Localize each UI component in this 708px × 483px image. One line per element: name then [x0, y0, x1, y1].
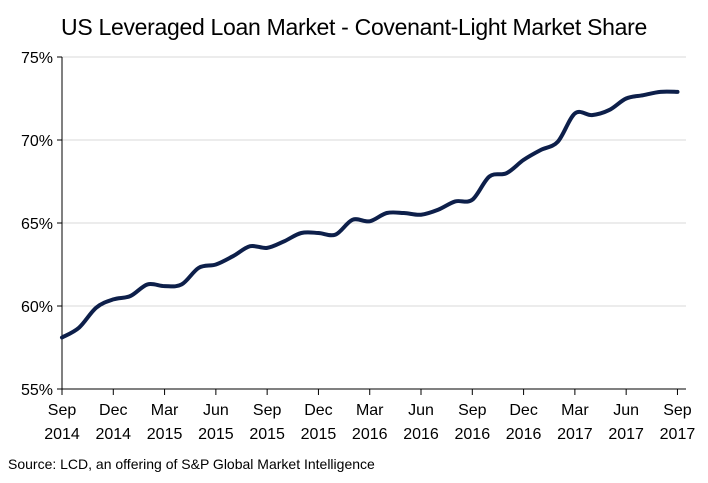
- y-tick-label: 75%: [21, 50, 53, 67]
- x-tick-label-year: 2014: [44, 426, 80, 443]
- x-tick-label-month: Jun: [203, 402, 229, 419]
- x-tick-label-month: Sep: [458, 402, 487, 419]
- x-tick-label-month: Dec: [99, 402, 127, 419]
- source-note: Source: LCD, an offering of S&P Global M…: [8, 456, 375, 472]
- data-point: [198, 267, 199, 268]
- y-tick-label: 55%: [21, 382, 53, 399]
- data-point: [455, 201, 456, 202]
- chart-title: US Leveraged Loan Market - Covenant-Ligh…: [61, 14, 647, 40]
- data-point: [386, 213, 387, 214]
- x-tick-label-year: 2016: [455, 426, 491, 443]
- data-point: [147, 284, 148, 285]
- data-point: [301, 233, 302, 234]
- data-point: [96, 307, 97, 308]
- x-tick-label-month: Mar: [356, 402, 384, 419]
- x-tick-label-month: Dec: [509, 402, 537, 419]
- x-tick-label-year: 2016: [506, 426, 542, 443]
- data-point: [318, 233, 319, 234]
- data-point: [421, 214, 422, 215]
- series-layer: [60, 89, 680, 340]
- data-point: [489, 176, 490, 177]
- data-point: [472, 199, 473, 200]
- data-point: [250, 246, 251, 247]
- data-point: [369, 221, 370, 222]
- data-point: [438, 209, 439, 210]
- x-tick-label-year: 2015: [301, 426, 337, 443]
- data-point: [79, 327, 80, 328]
- x-tick-label-month: Sep: [253, 402, 282, 419]
- data-point: [557, 141, 558, 142]
- y-tick-label: 65%: [21, 216, 53, 233]
- data-point: [164, 286, 165, 287]
- x-tick-label-month: Jun: [408, 402, 434, 419]
- x-tick-label-year: 2017: [660, 426, 696, 443]
- series-line: [60, 89, 680, 340]
- y-axis-ticks: 55% 60% 65% 70% 75%: [21, 50, 62, 399]
- data-point: [403, 213, 404, 214]
- data-point: [233, 256, 234, 257]
- x-tick-label-month: Jun: [613, 402, 639, 419]
- data-point: [181, 284, 182, 285]
- x-tick-label-year: 2015: [147, 426, 183, 443]
- x-tick-label-year: 2015: [249, 426, 285, 443]
- data-point: [660, 91, 661, 92]
- x-tick-label-year: 2017: [557, 426, 593, 443]
- data-point: [215, 264, 216, 265]
- x-tick-label-month: Sep: [663, 402, 692, 419]
- data-point: [643, 95, 644, 96]
- data-point: [540, 150, 541, 151]
- x-tick-label-year: 2015: [198, 426, 234, 443]
- x-tick-label-month: Sep: [48, 402, 77, 419]
- data-point: [284, 241, 285, 242]
- x-tick-label-month: Dec: [304, 402, 332, 419]
- gridlines: [62, 56, 686, 307]
- data-point: [62, 337, 63, 338]
- data-point: [609, 110, 610, 111]
- x-tick-label-year: 2016: [403, 426, 439, 443]
- x-tick-label-month: Mar: [561, 402, 589, 419]
- data-point: [267, 247, 268, 248]
- data-point: [677, 91, 678, 92]
- data-point: [113, 299, 114, 300]
- data-point: [574, 113, 575, 114]
- x-tick-label-month: Mar: [151, 402, 179, 419]
- x-tick-label-year: 2014: [95, 426, 131, 443]
- data-point: [626, 98, 627, 99]
- data-point: [592, 115, 593, 116]
- x-tick-label-year: 2016: [352, 426, 388, 443]
- data-point: [130, 296, 131, 297]
- x-axis-ticks: Sep 2014 Dec 2014 Mar 2015 Jun 2015 Sep 2015 Dec 20…: [44, 389, 695, 443]
- data-point: [335, 234, 336, 235]
- data-point: [523, 159, 524, 160]
- data-point: [506, 173, 507, 174]
- y-tick-label: 60%: [21, 299, 53, 316]
- x-tick-label-year: 2017: [608, 426, 644, 443]
- data-point: [352, 219, 353, 220]
- y-tick-label: 70%: [21, 133, 53, 150]
